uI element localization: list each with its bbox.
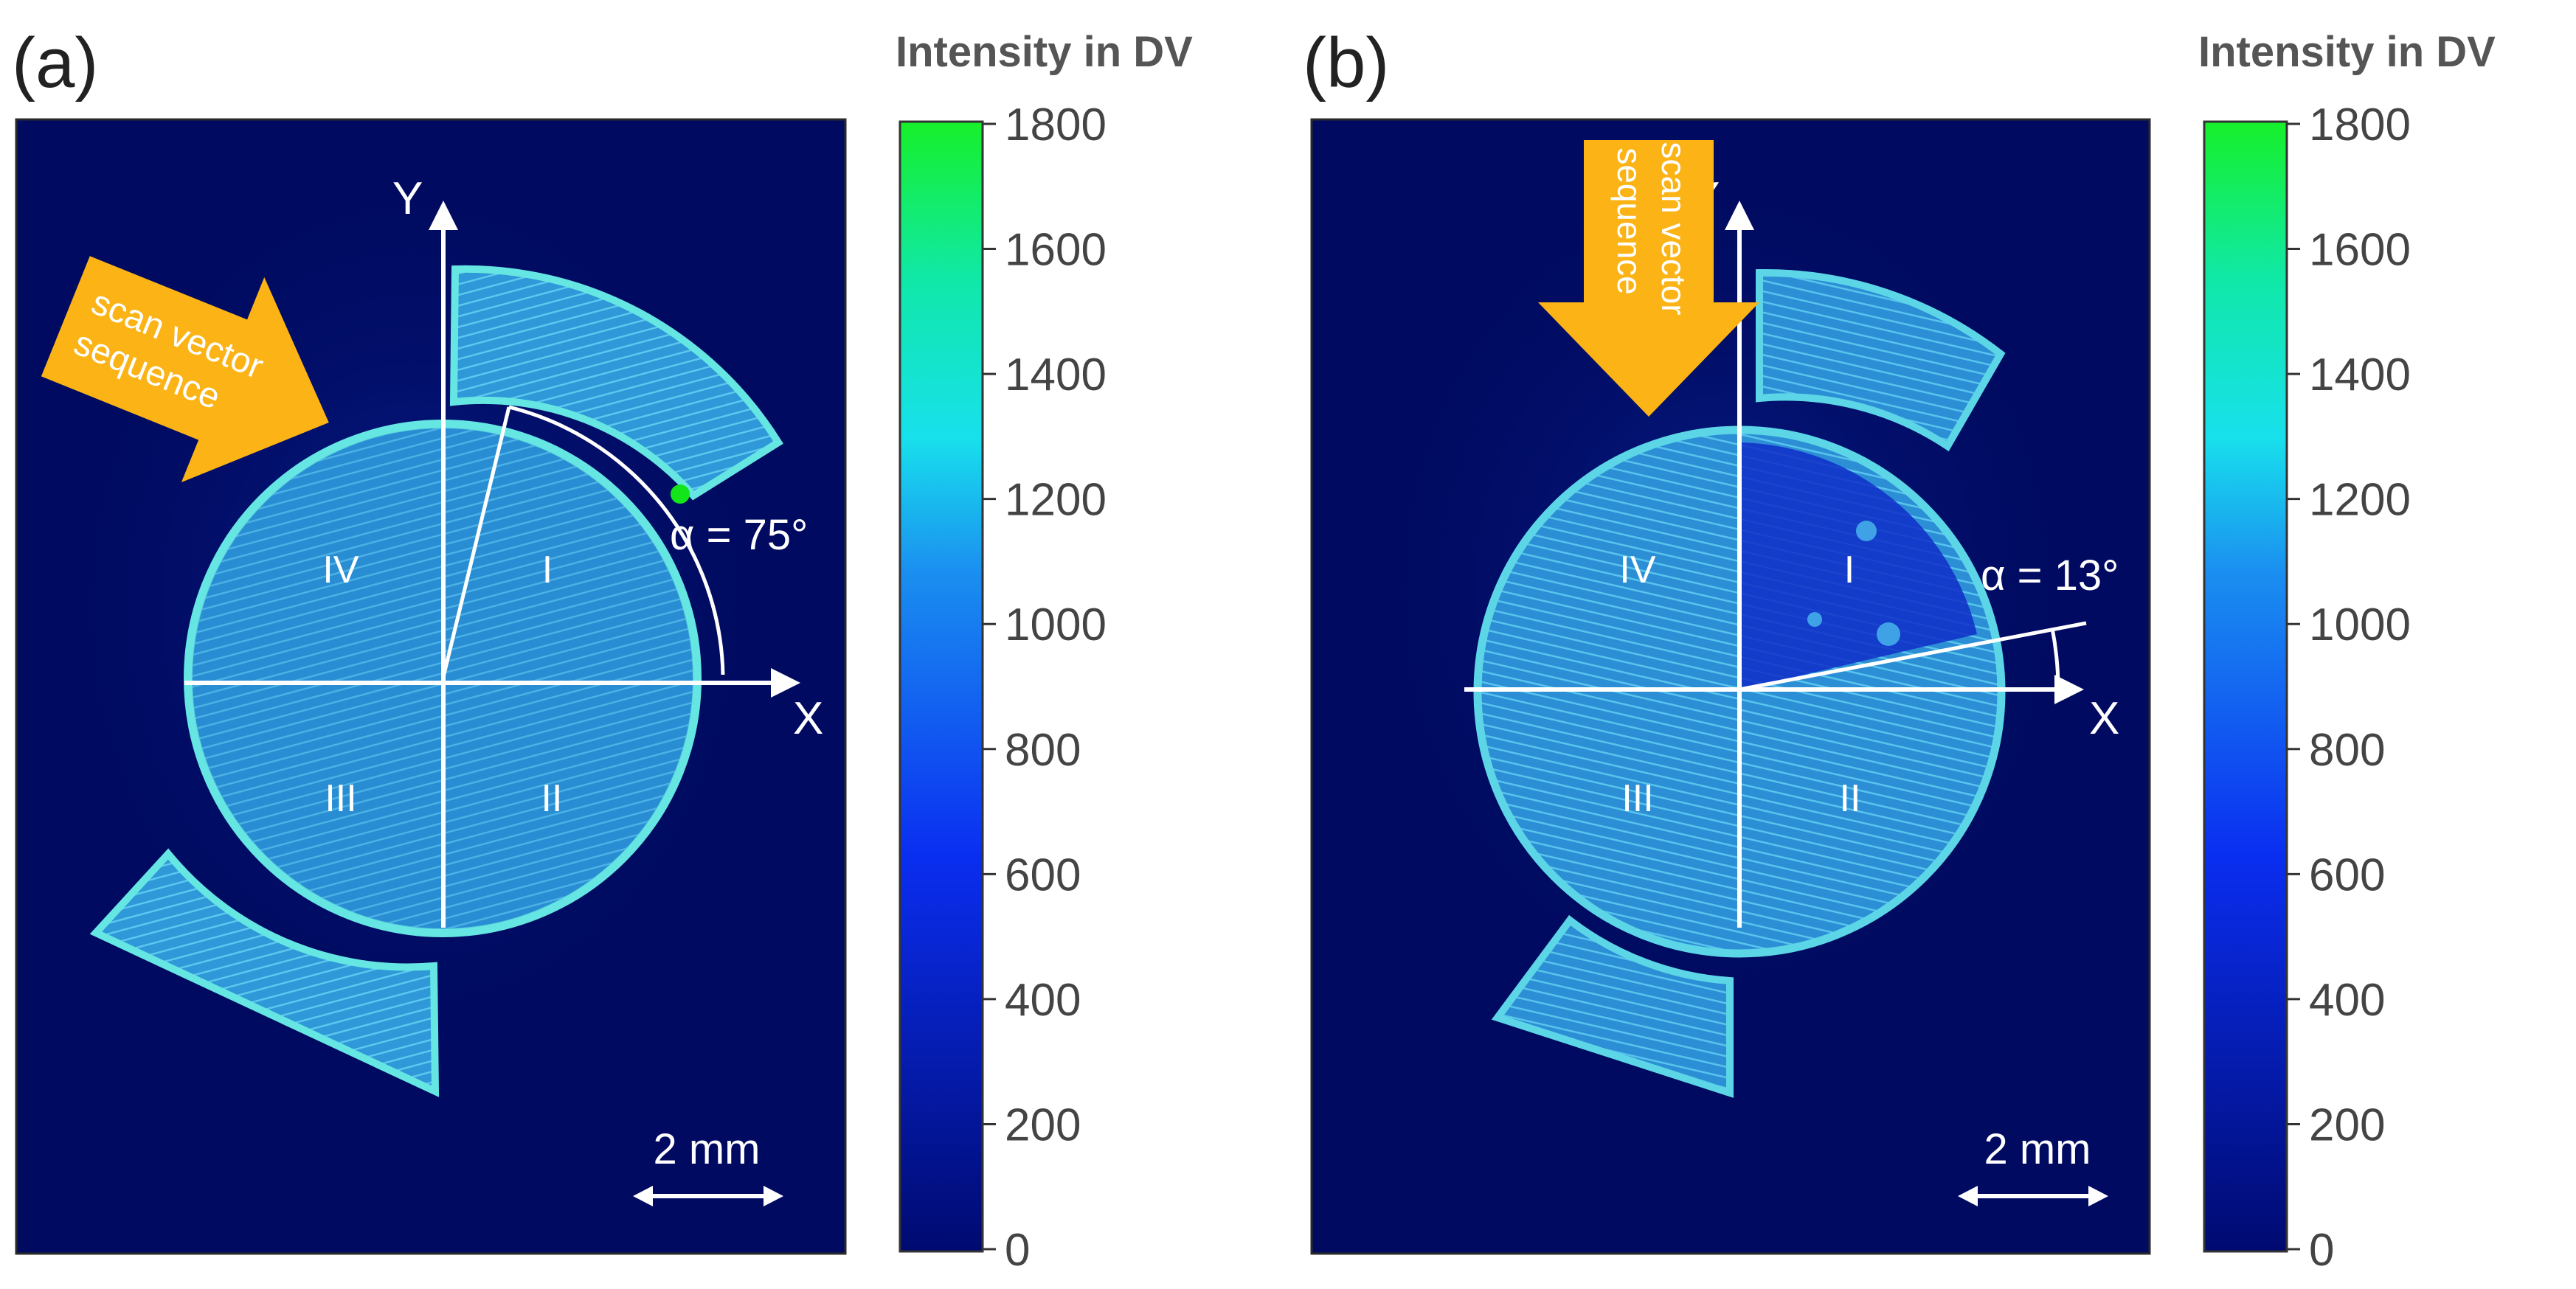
scan-angle-line-a — [441, 406, 511, 678]
colorbar-tick-label-b-3: 1200 — [2309, 475, 2411, 526]
y-axis-arrowhead-a — [429, 201, 458, 230]
hotspot-a — [671, 484, 690, 504]
colorbar-tick-label-a-7: 400 — [1005, 975, 1081, 1026]
scan-angle-line-b — [1739, 621, 2087, 692]
quadrant-label-a-III: III — [325, 777, 356, 820]
angle-label-b: α = 13° — [1981, 552, 2119, 600]
quadrant-label-b-IV: IV — [1619, 549, 1655, 591]
colorbar-tick-label-b-5: 800 — [2309, 725, 2385, 776]
colorbar-tick-label-b-1: 1600 — [2309, 225, 2411, 276]
panel-a: (a) X Y α = 75° I II III IV scan vector … — [12, 24, 847, 1255]
quadrant-label-b-I: I — [1844, 549, 1855, 591]
quadrant-label-b-III: III — [1621, 777, 1653, 820]
scan-angle-arc-b — [2050, 628, 2060, 690]
scale-bar-head-right-b — [2088, 1186, 2108, 1206]
scan-vector-arrow-a: scan vector sequence — [41, 256, 329, 483]
part-sector-lower-b — [1491, 914, 1734, 1098]
x-axis-label-a: X — [793, 693, 823, 744]
bright-spot-b-2 — [1877, 622, 1900, 646]
colorbar-tick-label-a-8: 200 — [1005, 1099, 1081, 1150]
scan-vector-arrow-b: scan vector sequence — [1538, 140, 1759, 417]
colorbar-title-b: Intensity in DV — [2198, 28, 2496, 76]
scan-angle-arc-a — [508, 405, 725, 675]
colorbar-title-a: Intensity in DV — [896, 28, 1193, 76]
colorbar-tick-label-b-8: 200 — [2309, 1099, 2385, 1150]
dark-region-b — [1741, 442, 1977, 689]
colorbar-b: Intensity in DV 1800 1600 1400 1200 1000 800 6… — [2198, 28, 2496, 1276]
colorbar-tick-label-a-6: 600 — [1005, 850, 1081, 900]
colorbar-tick-label-b-6: 600 — [2309, 850, 2385, 900]
panel-b: (b) X Y α = 13° I II III IV scan vector … — [1303, 24, 2151, 1255]
colorbar-tick-label-b-0: 1800 — [2309, 100, 2411, 150]
colorbar-a: Intensity in DV 1800 1600 1400 1200 1000 800 6… — [896, 28, 1193, 1276]
colorbar-tick-label-b-2: 1400 — [2309, 350, 2411, 400]
quadrant-label-a-II: II — [541, 777, 563, 820]
part-sector-upper-a — [449, 265, 783, 501]
scale-bar-label-b: 2 mm — [1984, 1125, 2091, 1173]
part-sector-upper-b — [1756, 268, 2006, 452]
colorbar-tick-label-a-2: 1400 — [1005, 350, 1107, 400]
quadrant-label-a-IV: IV — [322, 549, 359, 591]
scale-bar-head-left-b — [1958, 1186, 1978, 1206]
quadrant-label-a-I: I — [542, 549, 553, 591]
colorbar-tick-label-a-9: 0 — [1005, 1225, 1030, 1276]
panel-label-b: (b) — [1303, 24, 1389, 103]
colorbar-tick-label-a-1: 1600 — [1005, 225, 1107, 276]
colorbar-tick-label-a-5: 800 — [1005, 725, 1081, 776]
scale-bar-label-a: 2 mm — [654, 1125, 761, 1173]
colorbar-gradient-a — [899, 120, 984, 1253]
y-axis-arrowhead-b — [1725, 201, 1754, 230]
y-axis-label-a: Y — [392, 173, 423, 224]
scale-bar-head-right-a — [764, 1186, 783, 1206]
colorbar-tick-label-a-3: 1200 — [1005, 475, 1107, 526]
angle-label-a: α = 75° — [670, 511, 808, 559]
arrow-text-b-2: sequence — [1610, 147, 1649, 295]
part-sector-lower-a — [89, 848, 440, 1097]
colorbar-gradient-b — [2203, 120, 2288, 1253]
bright-spot-b-1 — [1856, 521, 1877, 541]
colorbar-tick-label-b-4: 1000 — [2309, 600, 2411, 650]
colorbar-tick-label-b-9: 0 — [2309, 1225, 2334, 1276]
colorbar-tick-label-a-4: 1000 — [1005, 600, 1107, 650]
quadrant-label-b-II: II — [1840, 777, 1861, 820]
panel-label-a: (a) — [12, 24, 98, 103]
x-axis-arrowhead-a — [771, 668, 800, 698]
x-axis-label-b: X — [2089, 693, 2119, 744]
arrow-text-b-1: scan vector — [1655, 142, 1693, 315]
bright-spot-b-3 — [1807, 612, 1822, 627]
x-axis-arrowhead-b — [2054, 675, 2084, 704]
scale-bar-head-left-a — [633, 1186, 653, 1206]
colorbar-tick-label-b-7: 400 — [2309, 975, 2385, 1026]
colorbar-tick-label-a-0: 1800 — [1005, 100, 1107, 150]
